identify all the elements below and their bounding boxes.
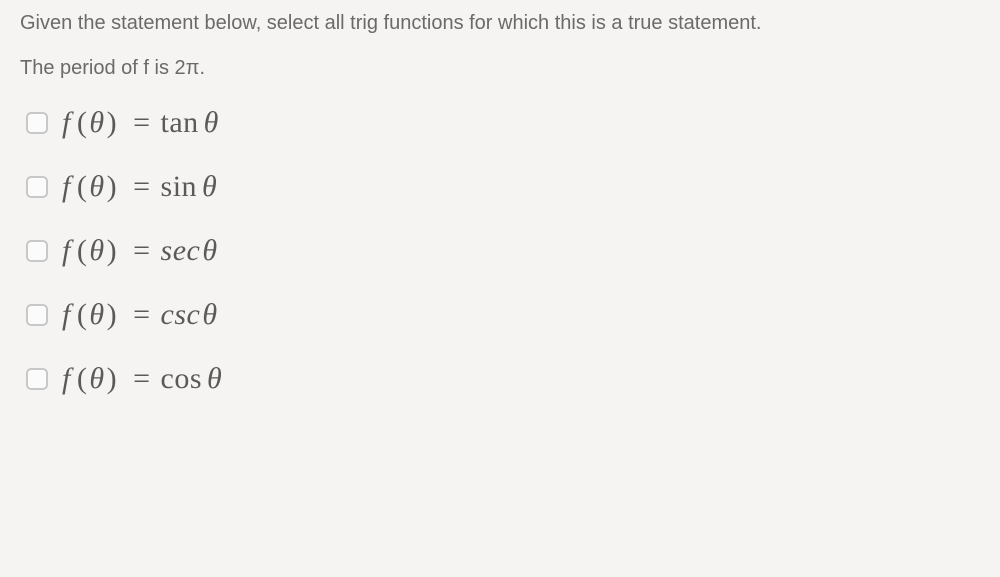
trig-func: sin bbox=[161, 170, 198, 204]
trig-arg: θ bbox=[202, 298, 217, 332]
paren-close: ) bbox=[107, 234, 118, 268]
paren-open: ( bbox=[77, 234, 88, 268]
lhs-arg: θ bbox=[89, 362, 104, 396]
option-formula: f ( θ ) = tan θ bbox=[62, 106, 219, 140]
lhs-f: f bbox=[62, 170, 71, 204]
equals: = bbox=[133, 234, 150, 268]
instruction-text: Given the statement below, select all tr… bbox=[20, 12, 980, 35]
trig-arg: θ bbox=[202, 170, 217, 204]
trig-func: csc bbox=[161, 298, 201, 332]
checkbox[interactable] bbox=[26, 240, 48, 262]
equals: = bbox=[133, 106, 150, 140]
equals: = bbox=[133, 170, 150, 204]
option-row[interactable]: f ( θ ) = sec θ bbox=[20, 234, 980, 268]
trig-func: cos bbox=[161, 362, 203, 396]
equals: = bbox=[133, 298, 150, 332]
checkbox[interactable] bbox=[26, 112, 48, 134]
lhs-f: f bbox=[62, 362, 71, 396]
checkbox[interactable] bbox=[26, 176, 48, 198]
option-row[interactable]: f ( θ ) = tan θ bbox=[20, 106, 980, 140]
lhs-f: f bbox=[62, 234, 71, 268]
equals: = bbox=[133, 362, 150, 396]
trig-func: tan bbox=[161, 106, 199, 140]
option-formula: f ( θ ) = sec θ bbox=[62, 234, 218, 268]
paren-open: ( bbox=[77, 298, 88, 332]
option-row[interactable]: f ( θ ) = csc θ bbox=[20, 298, 980, 332]
paren-open: ( bbox=[77, 362, 88, 396]
paren-open: ( bbox=[77, 106, 88, 140]
checkbox[interactable] bbox=[26, 368, 48, 390]
paren-open: ( bbox=[77, 170, 88, 204]
trig-arg: θ bbox=[204, 106, 219, 140]
lhs-arg: θ bbox=[89, 106, 104, 140]
option-formula: f ( θ ) = cos θ bbox=[62, 362, 222, 396]
option-row[interactable]: f ( θ ) = sin θ bbox=[20, 170, 980, 204]
paren-close: ) bbox=[107, 170, 118, 204]
trig-func: sec bbox=[161, 234, 201, 268]
paren-close: ) bbox=[107, 362, 118, 396]
lhs-arg: θ bbox=[89, 170, 104, 204]
trig-arg: θ bbox=[207, 362, 222, 396]
paren-close: ) bbox=[107, 298, 118, 332]
lhs-arg: θ bbox=[89, 234, 104, 268]
lhs-f: f bbox=[62, 106, 71, 140]
option-formula: f ( θ ) = sin θ bbox=[62, 170, 217, 204]
paren-close: ) bbox=[107, 106, 118, 140]
lhs-f: f bbox=[62, 298, 71, 332]
lhs-arg: θ bbox=[89, 298, 104, 332]
trig-arg: θ bbox=[202, 234, 217, 268]
option-formula: f ( θ ) = csc θ bbox=[62, 298, 218, 332]
option-row[interactable]: f ( θ ) = cos θ bbox=[20, 362, 980, 396]
statement-text: The period of f is 2π. bbox=[20, 57, 980, 80]
checkbox[interactable] bbox=[26, 304, 48, 326]
